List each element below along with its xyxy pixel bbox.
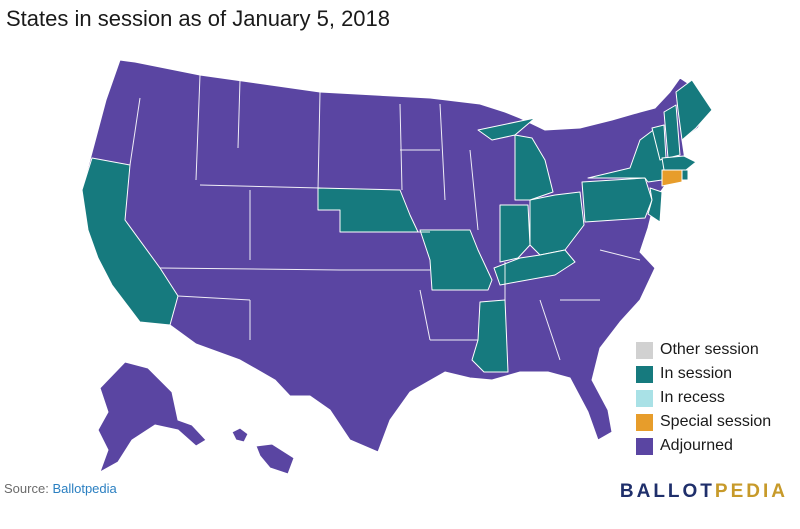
legend-label: In session — [660, 365, 733, 382]
hawaii — [231, 427, 295, 475]
state-missouri — [419, 229, 493, 291]
state-indiana — [499, 204, 531, 263]
legend-swatch-in-recess — [636, 389, 653, 407]
legend: Other session In session In recess Speci… — [636, 338, 771, 458]
legend-swatch-other-session — [636, 341, 653, 359]
state-ohio — [529, 191, 585, 256]
state-california — [81, 157, 179, 326]
continental-us — [81, 59, 711, 453]
state-michigan — [477, 117, 554, 201]
state-pennsylvania — [581, 177, 653, 223]
source-prefix: Source: — [4, 481, 49, 496]
state-rhode-island — [681, 169, 689, 181]
legend-item-special-session: Special session — [636, 410, 771, 434]
logo-part-ballot: BALLOT — [619, 481, 715, 502]
state-maine — [675, 79, 713, 141]
legend-item-other-session: Other session — [636, 338, 771, 362]
state-kentucky — [493, 249, 576, 286]
legend-label: Adjourned — [660, 437, 733, 454]
legend-label: Special session — [660, 413, 772, 430]
legend-swatch-in-session — [636, 365, 653, 383]
legend-label: Other session — [660, 341, 759, 358]
legend-item-adjourned: Adjourned — [636, 434, 771, 458]
logo-part-pedia: PEDIA — [714, 481, 788, 502]
state-connecticut — [661, 169, 683, 187]
ballotpedia-logo: BALLOTPEDIA — [620, 481, 788, 503]
state-new-jersey — [647, 187, 663, 223]
legend-swatch-special-session — [636, 413, 653, 431]
alaska — [97, 361, 207, 473]
legend-item-in-recess: In recess — [636, 386, 771, 410]
legend-label: In recess — [660, 389, 725, 406]
state-massachusetts — [661, 155, 697, 171]
source-link[interactable]: Ballotpedia — [52, 481, 117, 496]
state-borders — [129, 74, 641, 361]
map-title: States in session as of January 5, 2018 — [6, 6, 391, 31]
legend-swatch-adjourned — [636, 437, 653, 455]
legend-item-in-session: In session — [636, 362, 771, 386]
source-note: Source: Ballotpedia — [4, 481, 117, 496]
state-new-hampshire — [663, 104, 681, 159]
